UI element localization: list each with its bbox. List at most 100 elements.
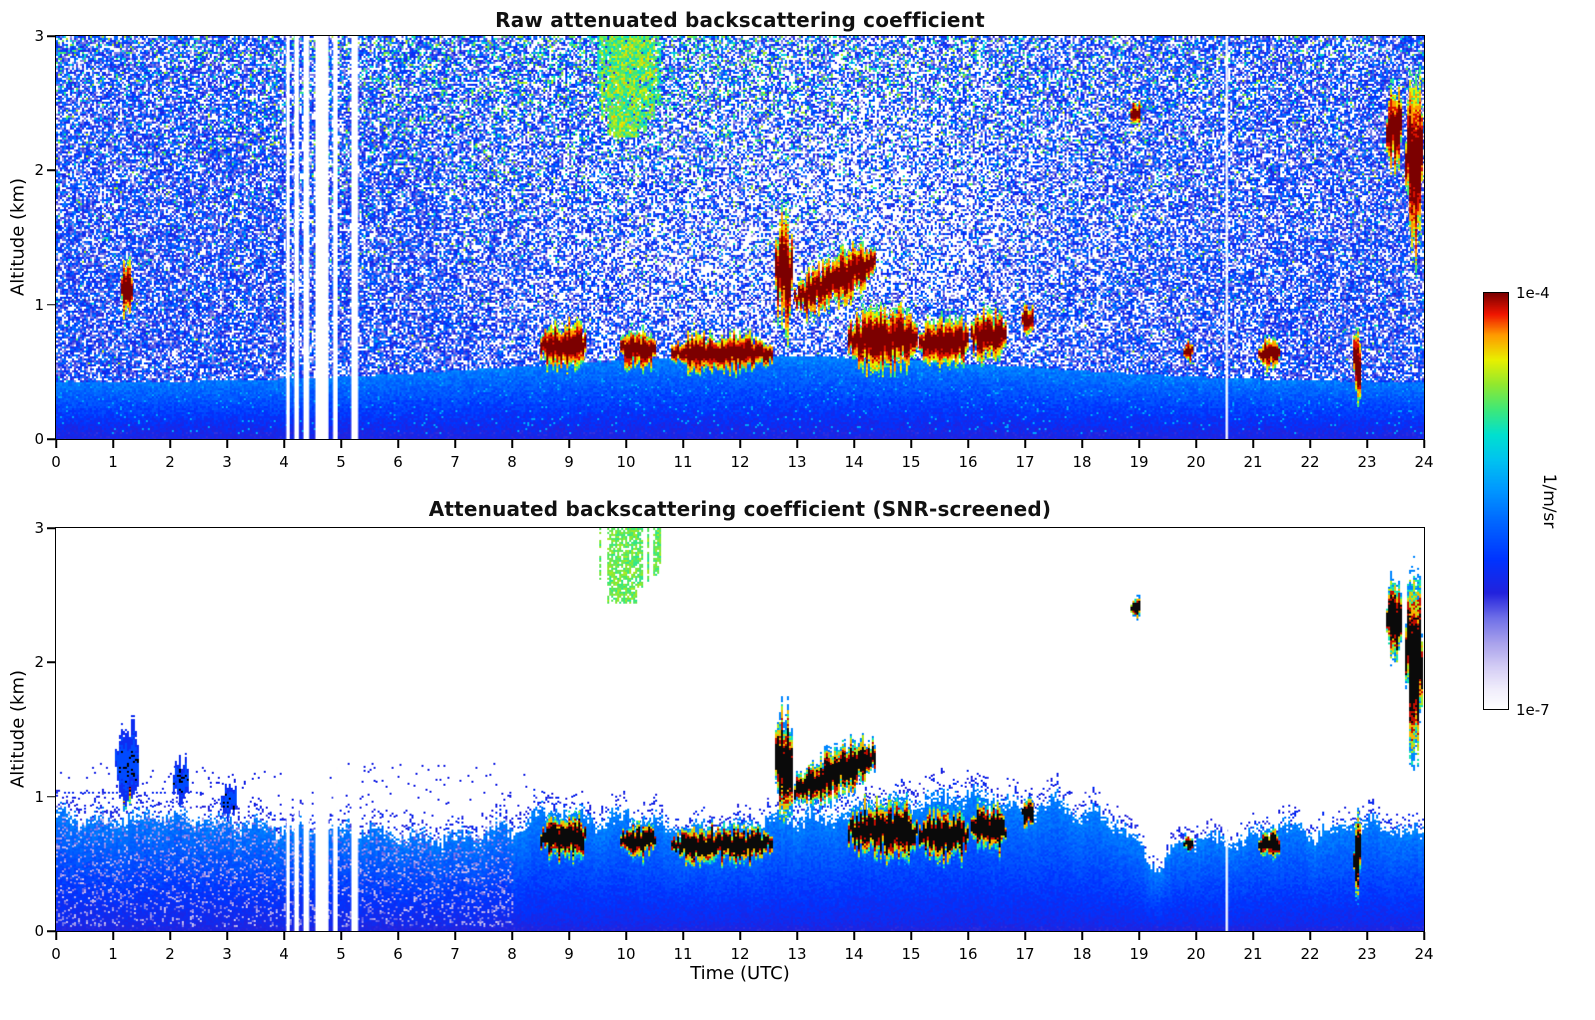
y-tick-label: 0	[34, 922, 44, 940]
x-tick-label: 16	[958, 453, 978, 471]
x-tick	[55, 932, 57, 940]
x-tick	[1024, 932, 1026, 940]
x-tick-label: 4	[279, 453, 289, 471]
x-tick	[1366, 932, 1368, 940]
x-tick-label: 24	[1414, 945, 1434, 963]
x-tick-label: 20	[1186, 453, 1206, 471]
x-axis-label: Time (UTC)	[690, 963, 790, 984]
screened-panel-title: Attenuated backscattering coefficient (S…	[428, 497, 1052, 521]
x-tick	[1252, 440, 1254, 448]
y-tick-label: 3	[34, 519, 44, 537]
x-tick-label: 14	[844, 945, 864, 963]
x-tick	[454, 440, 456, 448]
x-tick-label: 13	[787, 453, 807, 471]
x-tick	[910, 932, 912, 940]
x-tick-label: 22	[1300, 945, 1320, 963]
x-tick-label: 24	[1414, 453, 1434, 471]
x-tick	[397, 932, 399, 940]
x-tick-label: 9	[564, 453, 574, 471]
x-tick-label: 16	[958, 945, 978, 963]
y-tick-label: 2	[34, 161, 44, 180]
x-tick-label: 12	[730, 945, 750, 963]
x-tick-label: 18	[1072, 453, 1092, 471]
x-tick-label: 10	[616, 945, 636, 963]
x-tick	[112, 932, 114, 940]
colorbar-canvas	[1484, 293, 1508, 709]
x-tick	[1423, 932, 1425, 940]
x-tick	[1252, 932, 1254, 940]
x-tick-label: 5	[336, 453, 346, 471]
x-tick-label: 10	[616, 453, 636, 471]
y-tick	[47, 930, 55, 932]
x-tick-label: 18	[1072, 945, 1092, 963]
x-tick-label: 15	[901, 453, 921, 471]
x-tick	[283, 932, 285, 940]
x-tick	[112, 440, 114, 448]
x-tick	[226, 440, 228, 448]
x-tick-label: 23	[1357, 945, 1377, 963]
x-tick	[568, 932, 570, 940]
x-tick	[1366, 440, 1368, 448]
x-tick	[1423, 440, 1425, 448]
x-tick-label: 0	[51, 945, 61, 963]
x-tick	[739, 440, 741, 448]
y-tick-label: 1	[34, 787, 44, 806]
screened-heatmap-canvas	[56, 528, 1424, 931]
x-tick-label: 4	[279, 945, 289, 963]
x-tick	[169, 932, 171, 940]
y-tick	[47, 527, 55, 529]
x-tick-label: 3	[222, 453, 232, 471]
x-tick-label: 21	[1243, 945, 1263, 963]
x-tick	[1024, 440, 1026, 448]
y-tick	[47, 169, 55, 172]
x-tick-label: 15	[901, 945, 921, 963]
plot-area-screened: 0 1 2 3 4 5 6 7 8 9 10 11 12 13 14 15 16 17 18 19 20 21 22 23 24…	[34, 519, 1433, 963]
plot-area-raw: 0 1 2 3 4 5 6 7 8 9 10 11 12 13 14 15 16 17 18 19 20 21 22 23 24…	[34, 27, 1433, 471]
x-tick	[397, 440, 399, 448]
x-tick-label: 20	[1186, 945, 1206, 963]
raw-heatmap-canvas	[56, 36, 1424, 439]
x-tick	[1195, 932, 1197, 940]
colorbar	[1483, 292, 1509, 710]
y-tick-label: 1	[34, 295, 44, 314]
x-tick	[853, 932, 855, 940]
screened-y-axis-label: Altitude (km)	[7, 669, 29, 789]
x-tick	[340, 932, 342, 940]
x-tick-label: 19	[1129, 945, 1149, 963]
x-tick	[625, 932, 627, 940]
x-tick	[511, 440, 513, 448]
y-tick-label: 3	[34, 27, 44, 45]
x-tick-label: 11	[673, 453, 693, 471]
x-tick	[625, 440, 627, 448]
x-tick-label: 12	[730, 453, 750, 471]
y-tick	[47, 438, 55, 440]
y-tick	[47, 661, 55, 664]
x-tick-label: 23	[1357, 453, 1377, 471]
x-tick	[796, 440, 798, 448]
raw-panel-title: Raw attenuated backscattering coefficien…	[495, 8, 985, 32]
x-tick	[1081, 932, 1083, 940]
raw-y-axis-label: Altitude (km)	[7, 177, 29, 297]
colorbar-units-label: 1/m/sr	[1539, 473, 1559, 529]
x-tick	[1195, 440, 1197, 448]
x-tick	[967, 932, 969, 940]
colorbar-max-label: 1e-4	[1516, 284, 1550, 302]
x-tick-label: 1	[108, 945, 118, 963]
x-tick	[1138, 932, 1140, 940]
x-tick	[682, 932, 684, 940]
x-tick	[682, 440, 684, 448]
x-tick	[796, 932, 798, 940]
x-tick	[511, 932, 513, 940]
colorbar-min-label: 1e-7	[1516, 701, 1550, 719]
x-tick	[226, 932, 228, 940]
x-tick	[1138, 440, 1140, 448]
x-tick-label: 7	[450, 945, 460, 963]
x-tick-label: 17	[1015, 453, 1035, 471]
x-tick-label: 17	[1015, 945, 1035, 963]
x-tick-label: 14	[844, 453, 864, 471]
x-tick	[283, 440, 285, 448]
y-tick	[47, 303, 55, 306]
x-tick-label: 7	[450, 453, 460, 471]
x-tick-label: 6	[393, 453, 403, 471]
